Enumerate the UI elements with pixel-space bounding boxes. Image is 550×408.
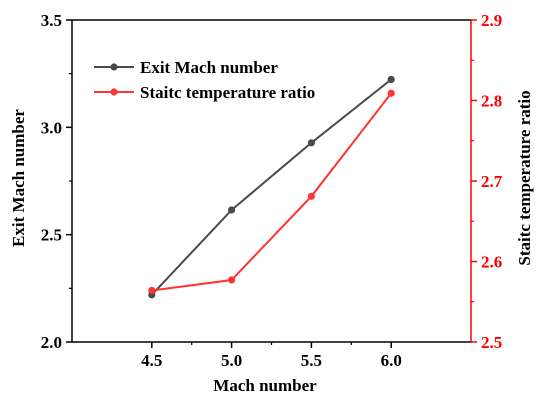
left-y-axis-title: Exit Mach number	[9, 109, 28, 247]
legend: Exit Mach number Staitc temperature ratio	[94, 58, 315, 102]
right-y-axis: 2.5 2.6 2.7 2.8 2.9	[471, 11, 503, 352]
series-2-point	[387, 89, 395, 97]
left-y-tick-label: 2.0	[41, 333, 62, 352]
x-axis: 4.5 5.0 5.5 6.0	[141, 342, 402, 370]
legend-label-2: Staitc temperature ratio	[140, 83, 315, 102]
series-layer	[148, 75, 395, 299]
legend-marker-1	[110, 63, 118, 71]
series-line-1	[151, 78, 392, 296]
left-y-tick-label: 2.5	[41, 226, 62, 245]
right-y-tick-label: 2.5	[481, 333, 502, 352]
right-y-tick-label: 2.9	[481, 11, 502, 30]
legend-label-1: Exit Mach number	[140, 58, 278, 77]
series-1-point	[307, 139, 315, 147]
right-y-tick-label: 2.8	[481, 92, 502, 111]
series-1-point	[387, 75, 395, 84]
series-1-point	[228, 206, 236, 214]
right-y-axis-title: Staitc temperature ratio	[515, 90, 534, 265]
x-tick-label: 4.5	[141, 351, 162, 370]
series-2-point	[307, 192, 315, 200]
legend-marker-2	[110, 88, 118, 96]
x-tick-label: 5.5	[301, 351, 322, 370]
left-y-axis: 2.0 2.5 3.0 3.5	[41, 11, 72, 352]
x-axis-title: Mach number	[213, 376, 317, 395]
right-y-tick-label: 2.7	[481, 172, 503, 191]
x-tick-label: 5.0	[221, 351, 242, 370]
series-2-point	[228, 276, 236, 284]
left-y-tick-label: 3.0	[41, 118, 62, 137]
series-2-point	[148, 286, 156, 295]
x-tick-label: 6.0	[381, 351, 402, 370]
series-line-2	[151, 92, 392, 292]
left-y-tick-label: 3.5	[41, 11, 62, 30]
right-y-tick-label: 2.6	[481, 253, 502, 272]
